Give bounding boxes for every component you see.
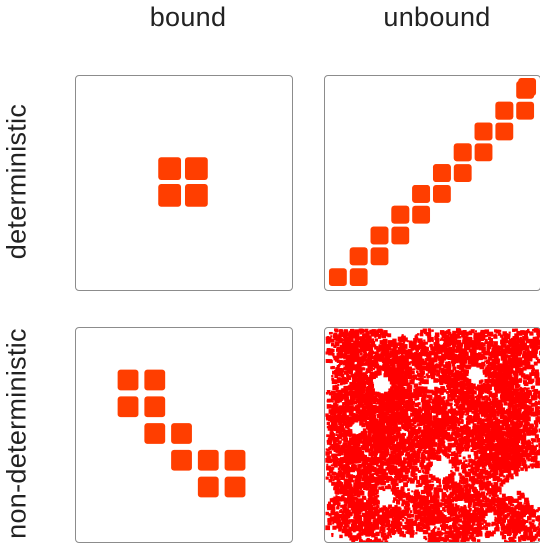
tile bbox=[350, 247, 368, 265]
tile bbox=[329, 268, 347, 286]
tile bbox=[391, 227, 409, 245]
panel-deterministic-bound bbox=[75, 75, 293, 291]
tile bbox=[454, 164, 472, 182]
fractal-blob bbox=[325, 328, 540, 542]
tile bbox=[391, 206, 409, 224]
tile-pattern bbox=[76, 328, 292, 542]
panel-nondeterministic-unbound bbox=[324, 327, 540, 543]
tile bbox=[433, 185, 451, 203]
tile bbox=[198, 477, 219, 498]
tile bbox=[412, 206, 430, 224]
tile bbox=[516, 81, 534, 99]
tile bbox=[158, 157, 181, 180]
tile-pattern bbox=[325, 76, 540, 290]
tile bbox=[495, 123, 513, 141]
tile-pattern bbox=[76, 76, 292, 290]
tile bbox=[185, 184, 208, 207]
tile bbox=[225, 477, 246, 498]
tile bbox=[475, 143, 493, 161]
panel-deterministic-unbound bbox=[324, 75, 540, 291]
tile bbox=[371, 227, 389, 245]
tile bbox=[350, 268, 368, 286]
tile bbox=[412, 185, 430, 203]
fractal-pattern bbox=[325, 328, 540, 542]
tile bbox=[371, 247, 389, 265]
column-label-unbound: unbound bbox=[327, 2, 540, 33]
row-label-non-deterministic: non-deterministic bbox=[2, 314, 33, 554]
tile bbox=[171, 450, 192, 471]
tile bbox=[516, 102, 534, 120]
tile bbox=[118, 370, 139, 391]
tile bbox=[158, 184, 181, 207]
tile bbox=[198, 450, 219, 471]
tile bbox=[475, 123, 493, 141]
panel-nondeterministic-bound bbox=[75, 327, 293, 543]
tile bbox=[433, 164, 451, 182]
tile bbox=[144, 423, 165, 444]
tile bbox=[118, 396, 139, 417]
tile bbox=[495, 102, 513, 120]
tile bbox=[144, 396, 165, 417]
tile bbox=[454, 143, 472, 161]
column-label-bound: bound bbox=[78, 2, 298, 33]
row-label-deterministic: deterministic bbox=[2, 87, 33, 277]
tile bbox=[225, 450, 246, 471]
tile bbox=[171, 423, 192, 444]
tile bbox=[144, 370, 165, 391]
tile bbox=[185, 157, 208, 180]
